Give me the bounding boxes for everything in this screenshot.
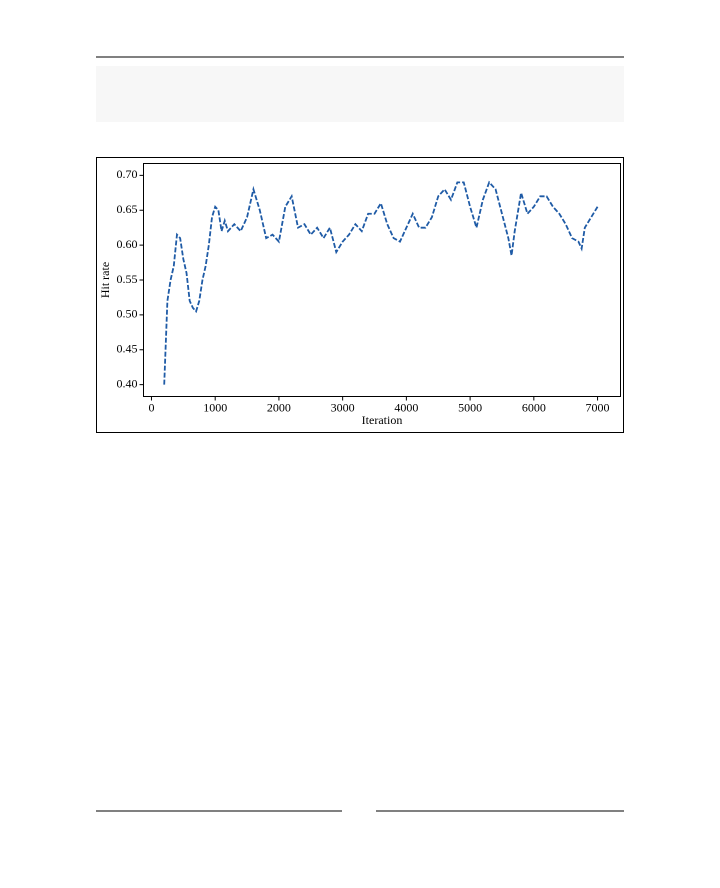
y-tick-label: 0.40	[117, 376, 138, 390]
x-tick-label: 2000	[267, 400, 291, 414]
plot-frame	[143, 163, 621, 397]
x-tick-label: 7000	[586, 400, 610, 414]
y-tick-label: 0.70	[117, 167, 138, 181]
x-tick-label: 6000	[522, 400, 546, 414]
code-box	[96, 66, 624, 122]
x-tick-label: 4000	[394, 400, 418, 414]
figure-frame	[96, 157, 624, 433]
y-tick-label: 0.45	[117, 342, 138, 356]
y-tick-label: 0.50	[117, 307, 138, 321]
y-tick-label: 0.60	[117, 237, 138, 251]
y-axis-label: Hit rate	[98, 262, 112, 298]
y-tick-label: 0.55	[117, 272, 138, 286]
x-tick-label: 0	[148, 400, 154, 414]
x-axis-label: Iteration	[362, 413, 403, 427]
data-line	[163, 180, 599, 385]
y-tick-label: 0.65	[117, 202, 138, 216]
x-tick-label: 5000	[458, 400, 482, 414]
x-tick-label: 1000	[203, 400, 227, 414]
x-tick-label: 3000	[331, 400, 355, 414]
